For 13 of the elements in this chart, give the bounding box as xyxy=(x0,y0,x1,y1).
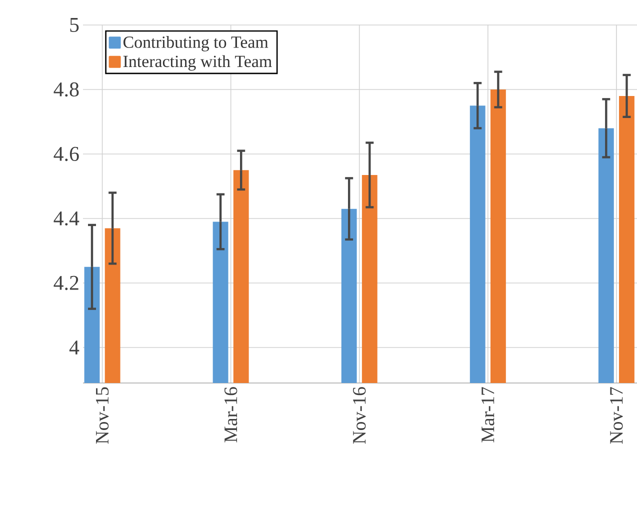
x-tick-label: Nov-17 xyxy=(610,387,623,444)
y-tick-label: 4.4 xyxy=(54,211,80,226)
y-tick-label: 4.8 xyxy=(54,82,79,97)
legend-label: Contributing to Team xyxy=(123,36,268,52)
x-tick-label: Mar-17 xyxy=(482,387,494,442)
legend-label: Interacting with Team xyxy=(123,55,272,71)
x-tick-label: Nov-16 xyxy=(353,387,366,444)
y-tick-label: 4.2 xyxy=(54,276,78,290)
x-tick-label: Mar-16 xyxy=(224,387,238,442)
y-tick-label: 5 xyxy=(70,18,79,32)
y-tick-label: 4 xyxy=(69,340,80,354)
x-tick-label: Nov-15 xyxy=(96,387,109,444)
y-tick-label: 4.6 xyxy=(54,146,79,162)
